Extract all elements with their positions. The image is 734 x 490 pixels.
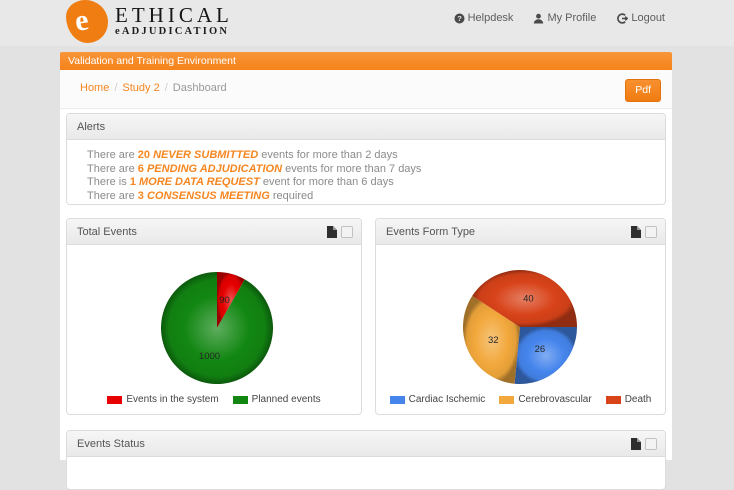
alert-item: There are 6 PENDING ADJUDICATION events … (87, 162, 422, 175)
collapse-checkbox[interactable] (341, 225, 353, 238)
legend-item: Cerebrovascular (499, 394, 592, 405)
logo-text: ETHICAL eADJUDICATION (115, 0, 233, 38)
alert-count: 3 (137, 189, 144, 202)
alert-keyword: CONSENSUS MEETING (146, 189, 270, 202)
user-icon (534, 13, 544, 23)
alert-item: There are 3 CONSENSUS MEETING required (87, 189, 314, 202)
alerts-panel-header: Alerts (67, 114, 665, 140)
legend-swatch (232, 395, 248, 404)
alert-count: 20 (137, 149, 151, 161)
events-form-type-panel-header: Events Form Type (376, 219, 665, 245)
alert-count: 6 (137, 162, 144, 175)
events-form-type-pie-chart: 26 32 40 (462, 269, 577, 385)
alert-keyword: MORE DATA REQUEST (139, 176, 260, 188)
total-events-panel: Total Events 90 1000 Events in the system… (66, 218, 362, 415)
legend-swatch (499, 395, 515, 404)
collapse-checkbox[interactable] (645, 437, 657, 450)
breadcrumb-separator: / (114, 82, 118, 94)
logout-icon (617, 12, 629, 24)
header-nav: ? Helpdesk My Profile Logout (454, 12, 665, 24)
main-content: Home / Study 2 / Dashboard Pdf Alerts There … (60, 70, 672, 490)
help-icon: ? (454, 13, 465, 23)
legend-swatch (107, 395, 123, 404)
svg-text:26: 26 (535, 344, 546, 355)
events-form-type-panel: Events Form Type 26 32 40 Cardiac Ischemic… (375, 218, 666, 415)
alert-keyword: NEVER SUBMITTED (153, 149, 259, 161)
logo-blob-icon: e (66, 0, 108, 43)
report-file-icon[interactable] (631, 225, 641, 238)
panel-title: Events Status (77, 437, 145, 450)
legend-swatch (605, 395, 621, 404)
breadcrumb-home[interactable]: Home (80, 82, 110, 94)
nav-my-profile[interactable]: My Profile (533, 12, 596, 24)
alert-item: There is 1 MORE DATA REQUEST event for m… (87, 176, 394, 188)
breadcrumb-current: Dashboard (172, 82, 227, 94)
report-file-icon[interactable] (631, 437, 641, 450)
alerts-list: There are 20 NEVER SUBMITTED events for … (67, 140, 665, 212)
events-form-type-legend: Cardiac Ischemic Cerebrovascular Death (376, 394, 665, 405)
logo-subtitle: eADJUDICATION (115, 26, 230, 37)
report-file-icon[interactable] (327, 225, 337, 238)
nav-logout[interactable]: Logout (616, 12, 665, 24)
alert-keyword: PENDING ADJUDICATION (146, 162, 283, 175)
alert-count: 1 (129, 176, 136, 188)
svg-text:1000: 1000 (199, 351, 220, 362)
legend-item: Planned events (232, 394, 321, 405)
svg-text:90: 90 (219, 295, 230, 306)
collapse-checkbox[interactable] (645, 225, 657, 238)
events-status-panel-header: Events Status (67, 431, 665, 457)
total-events-pie-chart: 90 1000 (161, 272, 274, 384)
breadcrumb: Home / Study 2 / Dashboard (80, 82, 227, 94)
environment-banner: Validation and Training Environment (60, 52, 672, 71)
logo-title: ETHICAL (115, 3, 233, 27)
app-header: e ETHICAL eADJUDICATION ? Helpdesk My Pr… (0, 0, 734, 46)
breadcrumb-separator: / (164, 82, 168, 94)
panel-tools (631, 437, 657, 450)
panel-title: Total Events (77, 225, 137, 238)
panel-title: Alerts (77, 120, 106, 133)
svg-text:32: 32 (488, 335, 499, 346)
total-events-legend: Events in the system Planned events (67, 394, 361, 405)
panel-tools (327, 225, 353, 238)
svg-text:?: ? (457, 14, 462, 23)
legend-item: Death (605, 394, 651, 405)
svg-text:40: 40 (523, 294, 534, 305)
alerts-panel: Alerts There are 20 NEVER SUBMITTED even… (66, 113, 666, 205)
app-logo[interactable]: e ETHICAL eADJUDICATION (66, 0, 233, 43)
events-status-panel: Events Status (66, 430, 666, 490)
panel-title: Events Form Type (386, 225, 476, 238)
panel-tools (631, 225, 657, 238)
total-events-panel-header: Total Events (67, 219, 361, 245)
alert-item: There are 20 NEVER SUBMITTED events for … (87, 149, 398, 161)
nav-helpdesk[interactable]: ? Helpdesk (454, 12, 513, 24)
pdf-button[interactable]: Pdf (625, 79, 661, 102)
breadcrumb-bar: Home / Study 2 / Dashboard Pdf (60, 70, 672, 109)
legend-item: Events in the system (107, 394, 219, 405)
legend-swatch (389, 395, 405, 404)
legend-item: Cardiac Ischemic (389, 394, 485, 405)
breadcrumb-study[interactable]: Study 2 (122, 82, 160, 94)
